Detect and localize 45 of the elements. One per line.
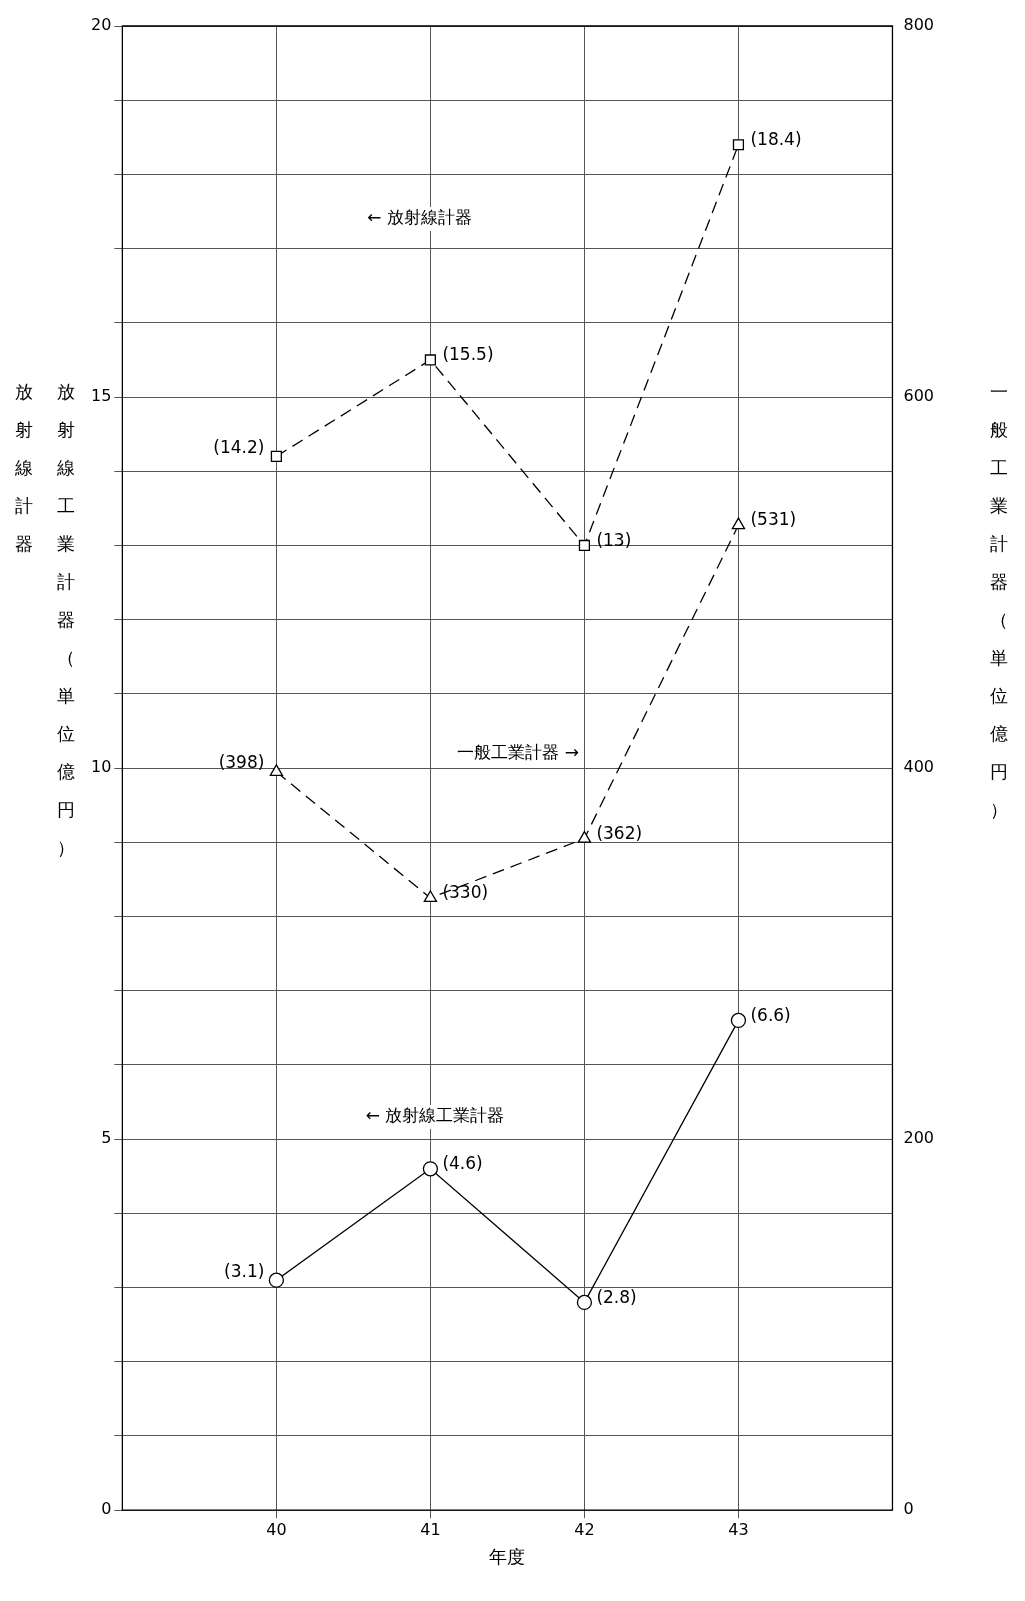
data-label: (13) — [596, 529, 632, 550]
x-axis-title: 年度 — [489, 1545, 526, 1567]
point — [270, 450, 282, 463]
y-tick-label: 15 — [91, 386, 112, 406]
annotation: ← 放射線工業計器 — [365, 1105, 505, 1126]
data-label: (531) — [750, 509, 797, 530]
point — [424, 354, 436, 366]
y-tick-label: 20 — [91, 15, 112, 35]
data-label: (362) — [596, 823, 643, 844]
x-tick-label: 42 — [574, 1519, 595, 1539]
data-label: (3.1) — [224, 1260, 265, 1281]
y2-tick-label: 400 — [903, 757, 935, 777]
x-tick-label: 40 — [266, 1519, 287, 1539]
data-label: (398) — [218, 752, 265, 773]
annotation: ← 放射線計器 — [367, 207, 472, 228]
y-tick-label: 5 — [101, 1128, 112, 1148]
point — [732, 139, 745, 151]
data-label: (18.4) — [750, 129, 802, 150]
y2-tick-label: 200 — [903, 1128, 935, 1148]
point — [576, 1294, 593, 1311]
y2-tick-label: 600 — [903, 386, 935, 406]
data-label: (2.8) — [596, 1286, 637, 1307]
point — [268, 1272, 285, 1288]
data-label: (330) — [442, 882, 489, 903]
point — [423, 890, 438, 903]
point — [577, 830, 592, 843]
y2-tick-label: 0 — [903, 1499, 914, 1519]
y2-tick-label: 800 — [903, 15, 935, 35]
text: 放射線計器 — [15, 373, 33, 563]
point — [269, 764, 284, 776]
point — [422, 1161, 439, 1177]
annotation: 一般工業計器 → — [457, 741, 580, 762]
data-label: (15.5) — [442, 344, 494, 365]
text: 放射線工業計器（単位億円） — [57, 381, 75, 858]
x-tick-label: 41 — [420, 1519, 441, 1539]
text: 一般工業計器（単位億円） — [990, 381, 1008, 820]
x-tick-label: 43 — [728, 1519, 749, 1539]
data-label: (4.6) — [442, 1153, 483, 1174]
point — [730, 1012, 747, 1029]
y-tick-label: 0 — [101, 1499, 112, 1519]
data-label: (6.6) — [750, 1004, 791, 1025]
y-tick-label: 10 — [91, 757, 112, 777]
point — [578, 539, 591, 552]
data-label: (14.2) — [213, 436, 265, 457]
point — [731, 517, 746, 530]
